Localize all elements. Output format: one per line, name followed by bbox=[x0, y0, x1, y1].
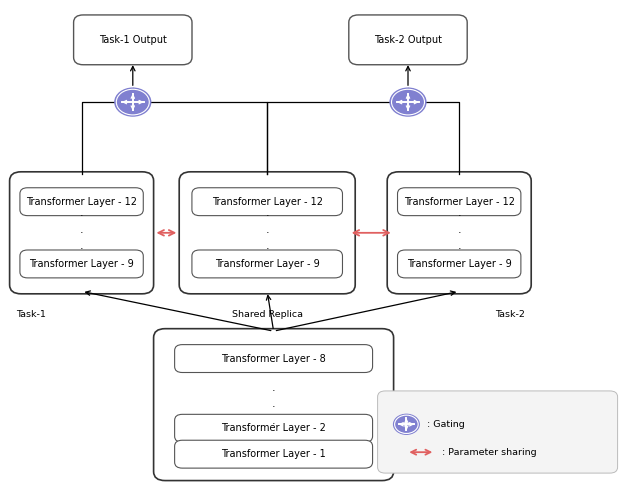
Text: ·
·
·: · · · bbox=[272, 386, 275, 429]
FancyBboxPatch shape bbox=[387, 172, 531, 294]
Text: Task-2 Output: Task-2 Output bbox=[374, 35, 442, 45]
Text: Transformer Layer - 9: Transformer Layer - 9 bbox=[29, 259, 134, 269]
FancyBboxPatch shape bbox=[397, 250, 521, 278]
Circle shape bbox=[390, 88, 426, 116]
FancyBboxPatch shape bbox=[192, 188, 342, 216]
Text: ·
·
·: · · · bbox=[80, 212, 83, 254]
Circle shape bbox=[394, 414, 419, 434]
FancyBboxPatch shape bbox=[20, 250, 143, 278]
Text: Transformer Layer - 1: Transformer Layer - 1 bbox=[221, 449, 326, 459]
Text: Transformer Layer - 9: Transformer Layer - 9 bbox=[407, 259, 511, 269]
FancyBboxPatch shape bbox=[10, 172, 154, 294]
FancyBboxPatch shape bbox=[349, 15, 467, 65]
Text: Shared Replica: Shared Replica bbox=[232, 310, 303, 319]
FancyBboxPatch shape bbox=[175, 345, 372, 373]
FancyBboxPatch shape bbox=[175, 414, 372, 442]
FancyBboxPatch shape bbox=[192, 250, 342, 278]
FancyBboxPatch shape bbox=[378, 391, 618, 473]
Text: Transformer Layer - 12: Transformer Layer - 12 bbox=[404, 197, 515, 207]
Text: Transformer Layer - 8: Transformer Layer - 8 bbox=[221, 354, 326, 364]
Text: : Parameter sharing: : Parameter sharing bbox=[442, 448, 536, 457]
Circle shape bbox=[115, 88, 150, 116]
Text: Transformer Layer - 12: Transformer Layer - 12 bbox=[212, 197, 323, 207]
FancyBboxPatch shape bbox=[175, 440, 372, 468]
Text: Transformer Layer - 9: Transformer Layer - 9 bbox=[215, 259, 319, 269]
Text: Task-1: Task-1 bbox=[16, 310, 46, 319]
FancyBboxPatch shape bbox=[74, 15, 192, 65]
FancyBboxPatch shape bbox=[154, 329, 394, 481]
Text: ·
·
·: · · · bbox=[266, 212, 269, 254]
Text: ·
·
·: · · · bbox=[458, 212, 461, 254]
Text: Transformer Layer - 12: Transformer Layer - 12 bbox=[26, 197, 137, 207]
Text: Task-1 Output: Task-1 Output bbox=[99, 35, 167, 45]
Text: : Gating: : Gating bbox=[427, 420, 465, 429]
FancyBboxPatch shape bbox=[397, 188, 521, 216]
FancyBboxPatch shape bbox=[179, 172, 355, 294]
Text: Transformer Layer - 2: Transformer Layer - 2 bbox=[221, 423, 326, 433]
Text: Task-2: Task-2 bbox=[495, 310, 525, 319]
FancyBboxPatch shape bbox=[20, 188, 143, 216]
